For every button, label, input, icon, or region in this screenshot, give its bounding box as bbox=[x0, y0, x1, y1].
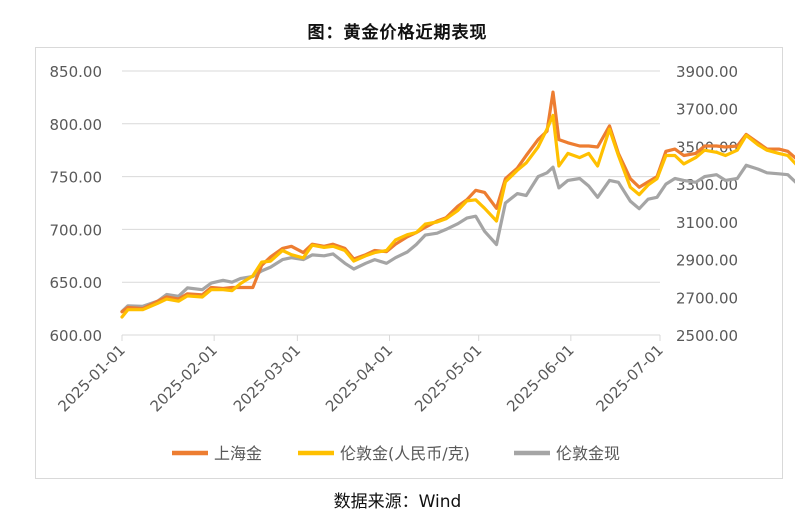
series-line-london_rmb bbox=[120, 113, 795, 319]
y-right-tick-label: 3700.00 bbox=[676, 101, 738, 119]
y-right-tick-label: 2500.00 bbox=[676, 327, 738, 345]
y-right-tick-label: 2900.00 bbox=[676, 252, 738, 270]
y-right-tick-label: 2700.00 bbox=[676, 289, 738, 307]
series-line-shanghai bbox=[120, 90, 795, 314]
legend-label: 伦敦金(人民币/克) bbox=[340, 444, 470, 463]
data-source-note: 数据来源：Wind bbox=[333, 492, 462, 512]
x-tick-label: 2025-05-01 bbox=[411, 341, 485, 415]
y-left-tick-label: 850.00 bbox=[50, 63, 103, 81]
x-tick-label: 2025-02-01 bbox=[147, 341, 221, 415]
x-tick-label: 2025-03-01 bbox=[230, 341, 304, 415]
y-right-tick-label: 3900.00 bbox=[676, 63, 738, 81]
y-left-tick-label: 650.00 bbox=[50, 274, 103, 292]
y-left-tick-label: 700.00 bbox=[50, 221, 103, 239]
x-tick-label: 2025-07-01 bbox=[592, 341, 666, 415]
x-tick-label: 2025-01-01 bbox=[54, 341, 128, 415]
y-left-tick-label: 800.00 bbox=[50, 116, 103, 134]
y-right-tick-label: 3100.00 bbox=[676, 214, 738, 232]
x-tick-label: 2025-04-01 bbox=[322, 341, 396, 415]
legend-label: 上海金 bbox=[214, 444, 262, 463]
y-left-tick-label: 750.00 bbox=[50, 169, 103, 187]
x-tick-label: 2025-06-01 bbox=[503, 341, 577, 415]
chart-frame bbox=[35, 47, 783, 479]
y-left-tick-label: 600.00 bbox=[50, 327, 103, 345]
chart-title: 图：黄金价格近期表现 bbox=[307, 23, 488, 43]
legend-label: 伦敦金现 bbox=[556, 444, 620, 463]
